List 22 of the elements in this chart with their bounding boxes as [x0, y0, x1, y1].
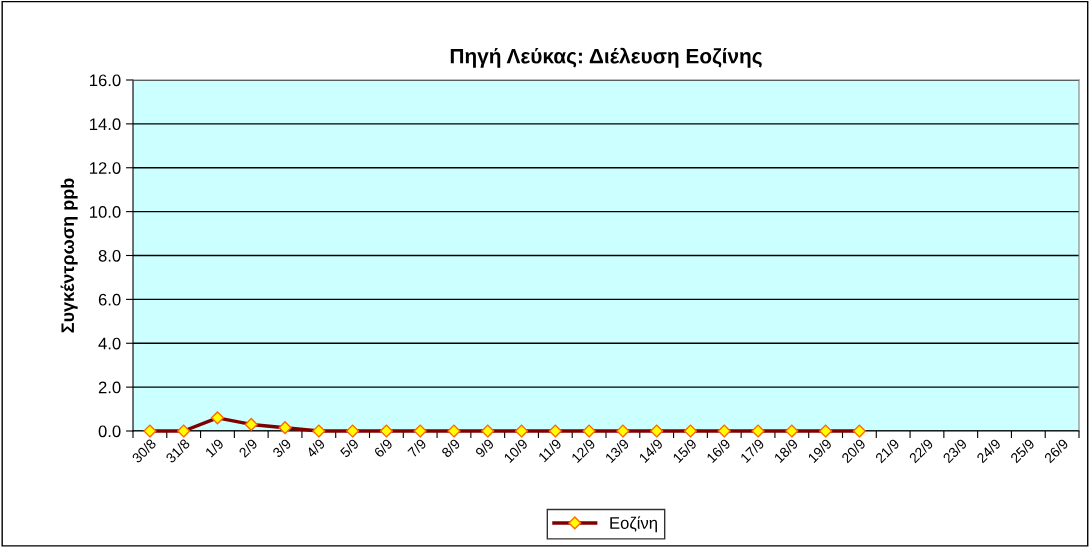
legend-label: Εοζίνη	[610, 516, 657, 533]
x-tick-label: 11/9	[537, 438, 563, 463]
chart-title: Πηγή Λεύκας: Διέλευση Εοζίνης	[450, 47, 762, 68]
y-axis-title: Συγκέντρωση ppb	[60, 178, 78, 333]
x-tick-label: 2/9	[238, 438, 258, 458]
x-tick-label: 8/9	[440, 438, 461, 459]
x-tick-label: 9/9	[474, 438, 495, 458]
x-tick-label: 6/9	[373, 438, 394, 458]
x-tick-label: 3/9	[271, 438, 292, 459]
y-tick-label: 8.0	[98, 249, 121, 262]
y-tick-label: 6.0	[98, 293, 121, 306]
y-tick-label: 0.0	[98, 425, 121, 438]
x-tick-label: 5/9	[339, 438, 360, 459]
y-tick-label: 14.0	[90, 118, 121, 131]
y-tick-label: 10.0	[90, 206, 121, 218]
x-tick-label: 7/9	[407, 438, 427, 458]
y-tick-label: 4.0	[98, 337, 121, 350]
y-tick-label: 2.0	[98, 381, 121, 394]
x-tick-label: 4/9	[305, 438, 326, 459]
y-tick-label: 12.0	[90, 162, 121, 174]
x-tick-label: 1/9	[204, 438, 225, 458]
y-tick-label: 16.0	[90, 74, 121, 87]
